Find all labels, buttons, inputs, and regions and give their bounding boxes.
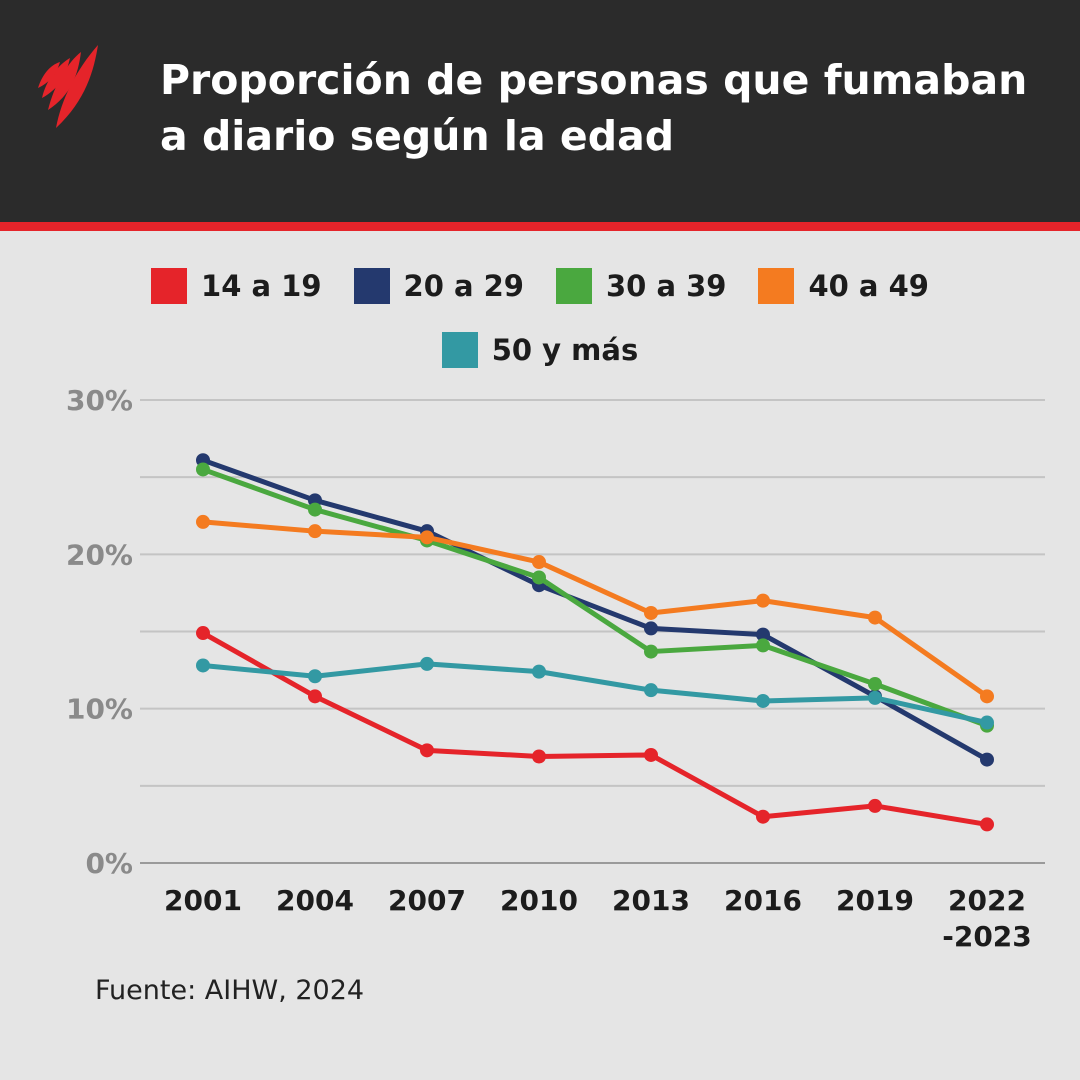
x-tick-label: 2019 [836, 884, 914, 917]
series-line-50-y-más [202, 661, 988, 725]
series-line-20-a-29 [202, 457, 989, 762]
data-point [532, 749, 546, 764]
data-point [644, 605, 658, 620]
source-note: Fuente: AIHW, 2024 [95, 975, 365, 1006]
data-point [868, 690, 882, 705]
data-point [980, 752, 994, 767]
data-point [196, 462, 210, 477]
data-point [420, 743, 434, 758]
data-point [196, 626, 210, 641]
legend: 14 a 19 20 a 29 30 a 39 40 a 49 50 y más [0, 268, 1080, 396]
x-tick-label: 2010 [500, 884, 578, 917]
data-point [644, 683, 658, 698]
legend-item: 50 y más [441, 332, 639, 368]
legend-swatch [441, 332, 478, 368]
data-point [532, 570, 546, 585]
legend-item: 30 a 39 [556, 268, 726, 304]
y-tick-label: 20% [66, 538, 133, 571]
legend-swatch [556, 268, 592, 304]
legend-swatch [758, 268, 795, 304]
series-line-40-a-49 [202, 519, 989, 699]
data-point [756, 627, 770, 642]
legend-item: 20 a 29 [353, 268, 524, 304]
series-line-30-a-39 [202, 467, 988, 728]
data-point [196, 514, 210, 529]
data-point [756, 693, 770, 708]
legend-swatch [151, 268, 188, 304]
legend-swatch [353, 268, 390, 304]
data-point [532, 555, 546, 570]
x-tick-label: 2016 [724, 884, 802, 917]
legend-label: 14 a 19 [201, 269, 322, 303]
data-point [644, 621, 658, 636]
data-point [980, 689, 994, 704]
data-point [980, 817, 994, 832]
x-tick-label: 2013 [612, 884, 690, 917]
series-line-14-a-19 [201, 630, 988, 827]
data-point [308, 689, 322, 704]
x-tick-label: 2004 [276, 884, 354, 917]
legend-label: 40 a 49 [808, 269, 929, 303]
data-point [756, 809, 770, 824]
sbs-logo [38, 45, 98, 128]
y-tick-label: 30% [66, 384, 133, 417]
x-tick-label: 2022 -2023 [942, 884, 1032, 953]
data-point [644, 747, 658, 762]
chart-title: Proporción de personas que fumaban a dia… [160, 56, 1028, 160]
data-point [980, 715, 994, 730]
legend-item: 40 a 49 [758, 268, 929, 304]
data-point [868, 676, 882, 691]
data-point [420, 530, 434, 545]
data-point [308, 502, 322, 517]
y-tick-label: 0% [85, 847, 133, 880]
x-tick-label: 2007 [388, 884, 466, 917]
data-point [644, 644, 658, 659]
accent-bar [0, 222, 1080, 231]
legend-label: 30 a 39 [606, 269, 727, 303]
y-tick-label: 10% [66, 693, 133, 726]
legend-label: 50 y más [491, 333, 639, 367]
data-point [756, 593, 770, 608]
data-point [196, 658, 210, 673]
x-tick-label: 2001 [164, 884, 242, 917]
data-point [532, 664, 546, 679]
data-point [308, 669, 322, 684]
header [0, 0, 1080, 222]
data-point [868, 798, 882, 813]
data-point [308, 524, 322, 539]
legend-item: 14 a 19 [151, 268, 322, 304]
legend-label: 20 a 29 [403, 269, 524, 303]
data-point [756, 638, 770, 653]
data-point [420, 656, 434, 671]
data-point [868, 610, 882, 625]
